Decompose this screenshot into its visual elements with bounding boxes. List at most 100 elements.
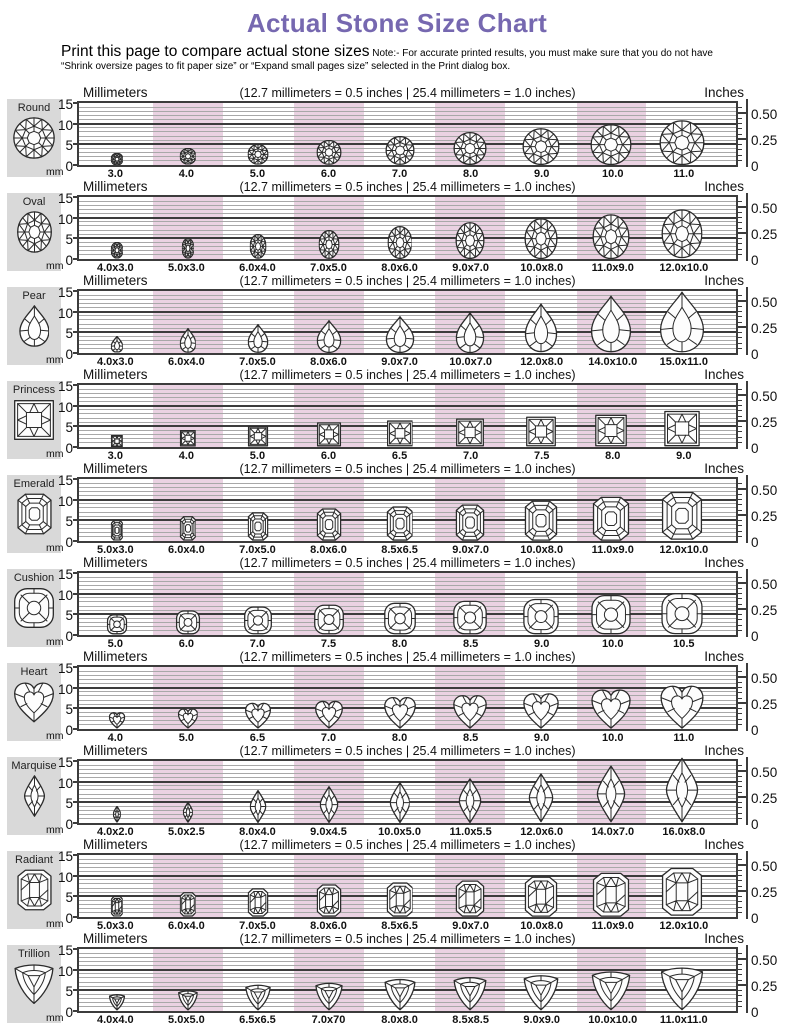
inch-ruler-tick bbox=[736, 321, 742, 323]
stone-size-label: 9.0x4.5 bbox=[310, 826, 347, 838]
gridline bbox=[79, 298, 736, 300]
mm-axis-tick bbox=[73, 1010, 79, 1012]
stone-size-label: 5.0x3.0 bbox=[168, 262, 205, 274]
stone-size-label: 10.0x10.0 bbox=[588, 1014, 638, 1026]
stone-size-label: 6.5 bbox=[391, 450, 408, 462]
mm-axis-tick bbox=[73, 801, 79, 804]
stone-size-label: 15.0x11.0 bbox=[659, 356, 708, 368]
gridline bbox=[79, 968, 736, 971]
size-chart: Millimeters (12.7 millimeters = 0.5 inch… bbox=[46, 742, 777, 838]
stone-size-label: 6.0x4.0 bbox=[168, 356, 205, 368]
inch-ruler-tick bbox=[736, 713, 742, 715]
inch-ruler-tick bbox=[736, 513, 747, 516]
cushion-stone bbox=[591, 594, 632, 635]
gridline bbox=[79, 977, 736, 979]
size-chart: Millimeters (12.7 millimeters = 0.5 inch… bbox=[46, 178, 777, 274]
size-chart: Millimeters (12.7 millimeters = 0.5 inch… bbox=[46, 460, 777, 556]
inch-ruler-tick bbox=[736, 581, 747, 584]
mm-tick-label: 5 bbox=[65, 420, 73, 436]
inch-ruler-tick bbox=[736, 675, 747, 678]
mm-tick-label: 0 bbox=[65, 723, 73, 738]
inch-tick-label: 0 bbox=[751, 347, 759, 362]
inch-ruler-tick bbox=[736, 795, 747, 798]
inch-ruler-tick bbox=[736, 875, 742, 877]
mm-tick-label: 10 bbox=[57, 305, 73, 321]
stone-size-label: 10.0x7.0 bbox=[449, 356, 493, 368]
stone-size-label: 7.0x5.0 bbox=[310, 262, 347, 274]
inch-ruler-tick bbox=[736, 410, 742, 412]
mm-axis-title: Millimeters bbox=[83, 367, 148, 382]
emerald-stone bbox=[179, 516, 196, 541]
stone-size-label: 11.0x11.0 bbox=[659, 1014, 708, 1026]
gridline bbox=[79, 486, 736, 488]
inch-tick-label: 0.50 bbox=[751, 482, 778, 498]
cushion-stone bbox=[313, 604, 344, 635]
gridline bbox=[79, 772, 736, 774]
oval-stone bbox=[524, 218, 557, 259]
mm-axis-title: Millimeters bbox=[83, 649, 148, 664]
gridline bbox=[79, 409, 736, 411]
inch-tick-label: 0 bbox=[751, 441, 759, 456]
inch-tick-label: 0.25 bbox=[751, 226, 778, 242]
conversion-label: (12.7 millimeters = 0.5 inches | 25.4 mi… bbox=[239, 932, 576, 946]
stone-size-label: 5.0 bbox=[249, 168, 266, 180]
radiant-stone bbox=[661, 867, 702, 917]
stone-size-label: 5.0x3.0 bbox=[96, 544, 134, 556]
stone-size-label: 8.5 bbox=[462, 638, 479, 650]
conversion-label: (12.7 millimeters = 0.5 inches | 25.4 mi… bbox=[239, 274, 576, 288]
gridline bbox=[79, 122, 736, 125]
inch-tick-label: 0.25 bbox=[751, 696, 778, 712]
gridline bbox=[79, 683, 736, 685]
mm-axis-tick bbox=[73, 822, 79, 824]
emerald-stone bbox=[317, 508, 342, 541]
inch-ruler-tick bbox=[736, 222, 742, 224]
mm-axis-tick bbox=[73, 122, 79, 125]
stone-size-label: 9.0 bbox=[534, 638, 550, 650]
mm-tick-label: 15 bbox=[57, 379, 73, 394]
inch-ruler-tick bbox=[736, 957, 747, 960]
shape-label: Marquise bbox=[11, 760, 57, 772]
gridline bbox=[79, 388, 736, 390]
round-stone bbox=[248, 144, 269, 165]
stone-size-label: 5.0x5.0 bbox=[168, 1014, 205, 1026]
size-chart: Millimeters (12.7 millimeters = 0.5 inch… bbox=[46, 648, 777, 744]
inch-ruler-tick bbox=[736, 687, 742, 689]
mm-tick-label: 5 bbox=[65, 890, 73, 906]
inch-ruler-tick bbox=[736, 671, 742, 673]
inch-ruler-tick bbox=[736, 137, 747, 140]
mm-axis-tick bbox=[73, 310, 79, 313]
inch-ruler-tick bbox=[736, 248, 742, 250]
stone-size-label: 8.0 bbox=[391, 732, 408, 744]
stone-size-label: 9.0x7.0 bbox=[381, 356, 418, 368]
shape-box: Pear bbox=[7, 287, 61, 365]
emerald-stone bbox=[386, 506, 413, 541]
inch-tick-label: 0.50 bbox=[751, 764, 778, 780]
inch-ruler-spine bbox=[746, 851, 748, 919]
gridline bbox=[79, 814, 736, 816]
ruler-plot: 15 10 5 0 mm 0.50 0.25 0 bbox=[46, 285, 777, 366]
stone-size-label: 7.5 bbox=[534, 450, 550, 462]
gridline bbox=[79, 871, 736, 873]
mm-tick-label: 15 bbox=[57, 849, 73, 864]
shape-box: Emerald bbox=[7, 475, 61, 553]
heart-stone bbox=[245, 702, 272, 729]
mm-tick-label: 0 bbox=[65, 817, 73, 832]
shape-box: Radiant bbox=[7, 851, 61, 929]
gridline bbox=[79, 200, 736, 202]
inch-ruler-spine bbox=[746, 99, 748, 167]
inches-axis-title: Inches bbox=[704, 367, 744, 382]
inch-ruler-tick bbox=[736, 765, 742, 767]
mm-axis-tick bbox=[73, 989, 79, 992]
gridline bbox=[79, 724, 736, 726]
inch-ruler-tick bbox=[736, 227, 742, 229]
mm-tick-label: 5 bbox=[65, 138, 73, 154]
stone-size-label: 7.0 bbox=[391, 168, 408, 180]
gridline bbox=[79, 691, 736, 693]
inch-ruler-tick bbox=[736, 305, 742, 307]
round-stone bbox=[385, 136, 414, 165]
mm-tick-label: 5 bbox=[65, 984, 73, 1000]
gridline bbox=[79, 417, 736, 419]
inch-ruler-tick bbox=[736, 295, 742, 297]
gridline bbox=[79, 404, 736, 407]
mm-tick-label: 5 bbox=[65, 608, 73, 624]
